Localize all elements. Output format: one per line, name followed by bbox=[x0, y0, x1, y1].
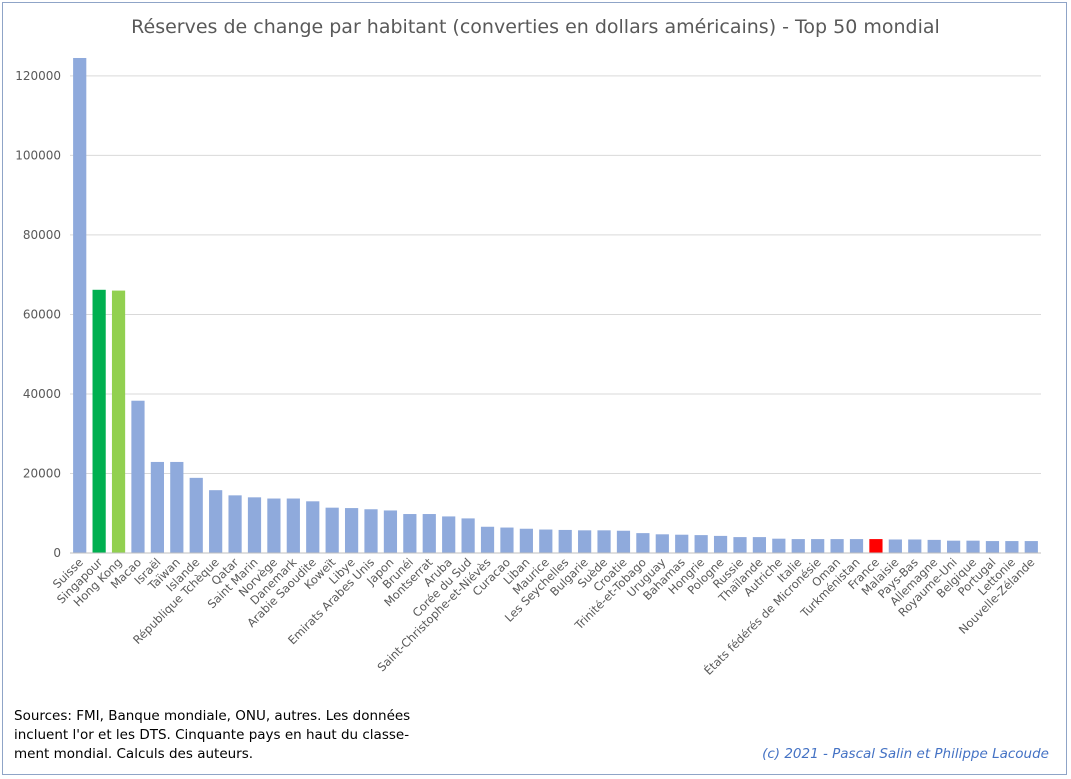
bar bbox=[1005, 541, 1019, 553]
bar bbox=[597, 530, 611, 553]
bar bbox=[403, 514, 417, 553]
bar bbox=[849, 539, 864, 553]
bar-chart: 020000400006000080000100000120000SuisseS… bbox=[15, 57, 1041, 678]
y-tick-label: 20000 bbox=[23, 466, 61, 480]
bar bbox=[247, 497, 262, 553]
bar bbox=[830, 539, 844, 553]
chart-title: Réserves de change par habitant (convert… bbox=[131, 16, 940, 38]
bar bbox=[908, 539, 922, 553]
bar bbox=[636, 533, 650, 553]
bar bbox=[422, 514, 436, 553]
bar bbox=[325, 507, 339, 553]
bar bbox=[461, 518, 475, 553]
bar bbox=[733, 537, 747, 553]
y-tick-label: 0 bbox=[53, 546, 61, 560]
bar bbox=[209, 490, 223, 553]
bar bbox=[383, 510, 398, 553]
bar bbox=[558, 529, 572, 553]
bar bbox=[578, 530, 592, 553]
bar bbox=[713, 535, 728, 553]
y-tick-label: 60000 bbox=[23, 307, 61, 321]
bar bbox=[344, 508, 359, 553]
bar bbox=[150, 461, 164, 553]
bar bbox=[869, 539, 883, 553]
bar bbox=[927, 539, 941, 553]
bar bbox=[306, 501, 320, 553]
y-tick-label: 40000 bbox=[23, 387, 61, 401]
bar bbox=[442, 516, 456, 553]
bar bbox=[189, 477, 203, 553]
bar bbox=[286, 498, 300, 553]
bar bbox=[655, 534, 669, 553]
bar bbox=[791, 539, 805, 553]
bar bbox=[947, 540, 961, 553]
y-tick-label: 100000 bbox=[15, 148, 61, 162]
bar bbox=[131, 400, 145, 553]
bar bbox=[539, 529, 553, 553]
bar bbox=[480, 526, 495, 553]
bar bbox=[752, 537, 767, 553]
bar bbox=[985, 541, 1000, 553]
bar bbox=[519, 528, 533, 553]
y-tick-label: 120000 bbox=[15, 69, 61, 83]
y-tick-label: 80000 bbox=[23, 228, 61, 242]
bar bbox=[675, 534, 689, 553]
bar bbox=[111, 290, 126, 553]
bar bbox=[888, 539, 902, 553]
source-note: Sources: FMI, Banque mondiale, ONU, autr… bbox=[14, 708, 411, 762]
bar bbox=[616, 530, 631, 553]
bar bbox=[73, 57, 87, 553]
bar bbox=[694, 535, 708, 553]
bar bbox=[267, 498, 281, 553]
bar bbox=[170, 461, 184, 553]
bar bbox=[1024, 541, 1038, 553]
bar bbox=[772, 538, 786, 553]
bar bbox=[364, 509, 378, 553]
bar bbox=[92, 289, 106, 553]
copyright-credit: (c) 2021 - Pascal Salin et Philippe Laco… bbox=[762, 746, 1049, 762]
bar bbox=[500, 527, 514, 553]
bar bbox=[228, 495, 242, 553]
bar bbox=[811, 539, 825, 553]
bar bbox=[966, 540, 980, 553]
